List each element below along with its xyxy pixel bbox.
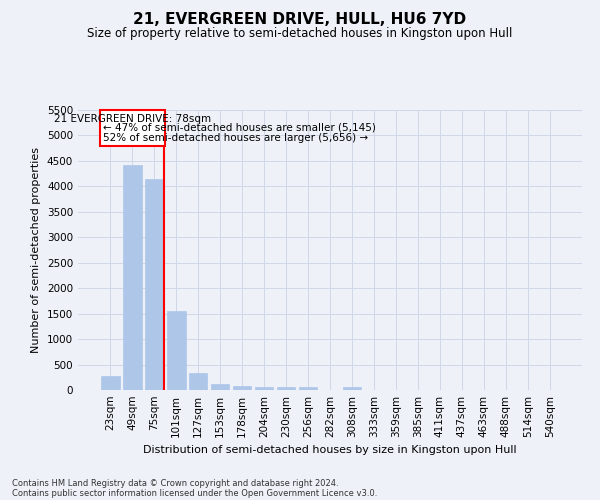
Bar (299, 387, 317, 390)
Text: 21 EVERGREEN DRIVE: 78sqm: 21 EVERGREEN DRIVE: 78sqm (54, 114, 211, 124)
Bar (255, 387, 274, 390)
Bar (145, 178, 164, 390)
Bar (233, 386, 251, 390)
Text: Contains HM Land Registry data © Crown copyright and database right 2024.: Contains HM Land Registry data © Crown c… (12, 478, 338, 488)
Text: 21, EVERGREEN DRIVE, HULL, HU6 7YD: 21, EVERGREEN DRIVE, HULL, HU6 7YD (133, 12, 467, 28)
Text: ← 47% of semi-detached houses are smaller (5,145): ← 47% of semi-detached houses are smalle… (103, 122, 376, 132)
Text: Size of property relative to semi-detached houses in Kingston upon Hull: Size of property relative to semi-detach… (88, 28, 512, 40)
Bar (101, 376, 119, 390)
X-axis label: Distribution of semi-detached houses by size in Kingston upon Hull: Distribution of semi-detached houses by … (143, 446, 517, 456)
FancyBboxPatch shape (100, 110, 164, 146)
Text: 52% of semi-detached houses are larger (5,656) →: 52% of semi-detached houses are larger (… (103, 133, 368, 143)
Bar (167, 310, 185, 390)
Bar (211, 384, 229, 390)
Bar (189, 373, 208, 390)
Bar (123, 165, 142, 390)
Bar (277, 387, 295, 390)
Bar (343, 387, 361, 390)
Text: Contains public sector information licensed under the Open Government Licence v3: Contains public sector information licen… (12, 488, 377, 498)
Y-axis label: Number of semi-detached properties: Number of semi-detached properties (31, 147, 41, 353)
